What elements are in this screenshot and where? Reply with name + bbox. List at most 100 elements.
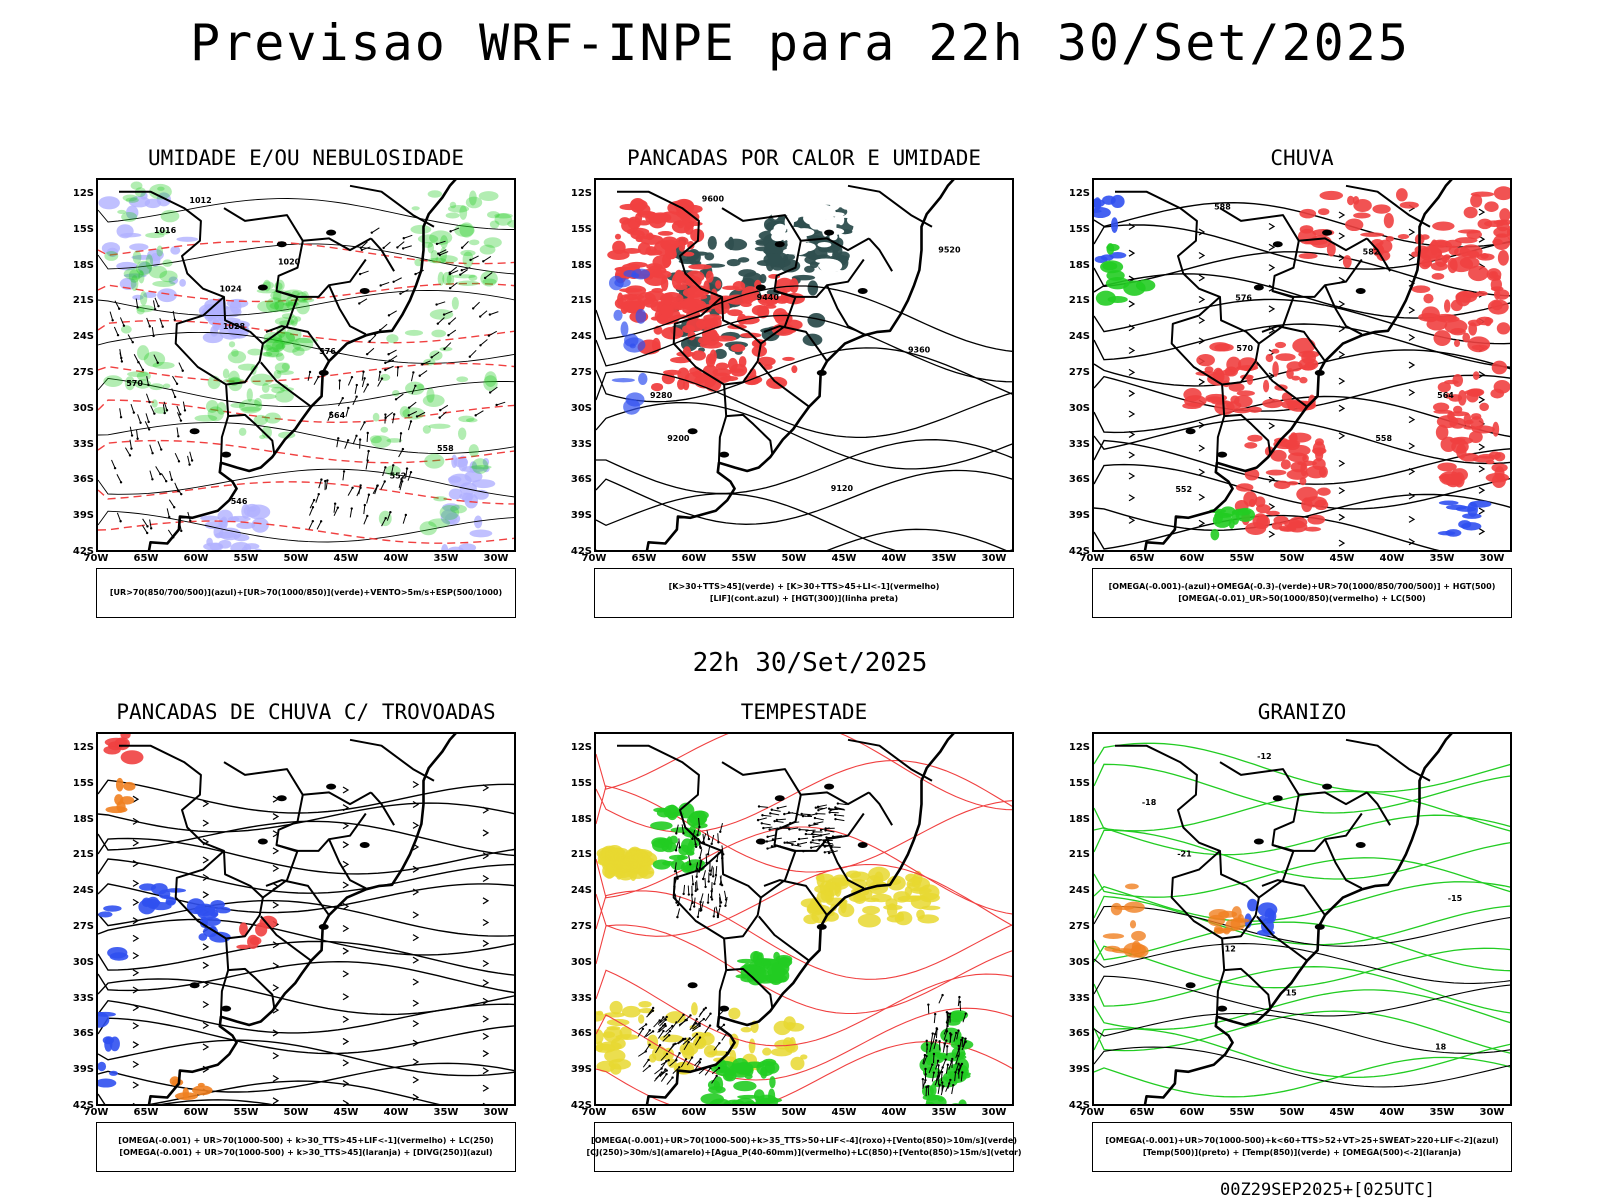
thunder-red xyxy=(103,734,278,950)
latitude-label: 30S xyxy=(72,956,94,968)
longitude-label: 65W xyxy=(1129,553,1155,564)
forecast-run-tag: 00Z29SEP2025+[025UTC] xyxy=(1220,1180,1435,1200)
latitude-label: 15S xyxy=(570,223,592,235)
longitude-label: 40W xyxy=(1379,1107,1405,1118)
contour-label: 552 xyxy=(390,472,407,481)
latitude-label: 21S xyxy=(570,849,592,861)
longitude-label: 60W xyxy=(183,1107,209,1118)
longitude-label: 55W xyxy=(731,553,757,564)
latitude-label: 15S xyxy=(1068,777,1090,789)
contour-label: 564 xyxy=(1437,391,1454,400)
hgt300-contours xyxy=(596,285,1012,550)
latitude-label: 42S xyxy=(1068,546,1090,557)
wind-vectors xyxy=(109,227,506,539)
latitude-label: 18S xyxy=(72,813,94,825)
legend-line: [CJ(250)>30m/s](amarelo)+[Agua_P(40-60mm… xyxy=(586,1148,1022,1157)
latitude-label: 24S xyxy=(1068,331,1090,343)
weather-map xyxy=(596,734,1012,1104)
latitude-label: 30S xyxy=(1068,956,1090,968)
latitude-label: 12S xyxy=(1068,742,1090,753)
latitude-label: 18S xyxy=(570,813,592,825)
longitude-label: 40W xyxy=(1379,553,1405,564)
panel-title: PANCADAS DE CHUVA C/ TROVOADAS xyxy=(116,700,496,724)
legend-line: [OMEGA(-0.001) + UR>70(1000-500) + k>30_… xyxy=(119,1148,493,1157)
contour-label: 9600 xyxy=(702,194,725,203)
contour-label: 12 xyxy=(1225,944,1236,953)
longitude-label: 55W xyxy=(731,1107,757,1118)
latitude-label: 36S xyxy=(72,474,94,486)
latitude-label: 36S xyxy=(1068,1028,1090,1040)
latitude-label: 24S xyxy=(72,885,94,897)
latitude-label: 36S xyxy=(72,1028,94,1040)
latitude-label: 33S xyxy=(570,438,592,450)
longitude-label: 65W xyxy=(1129,1107,1155,1118)
latitude-label: 21S xyxy=(570,295,592,307)
latitude-label: 30S xyxy=(570,402,592,414)
longitude-label: 60W xyxy=(183,553,209,564)
longitude-label: 35W xyxy=(433,1107,459,1118)
longitude-label: 70W xyxy=(83,553,109,564)
longitude-label: 35W xyxy=(931,1107,957,1118)
latitude-label: 33S xyxy=(72,438,94,450)
panel-legend: [UR>70(850/700/500)](azul)+[UR>70(1000/8… xyxy=(96,568,516,618)
longitude-label: 35W xyxy=(1429,1107,1455,1118)
legend-line: [OMEGA(-0.001)+UR>70(1000-500)+k<60+TTS>… xyxy=(1105,1136,1499,1145)
longitude-label: 45W xyxy=(1329,1107,1355,1118)
latitude-label: 33S xyxy=(1068,438,1090,450)
longitude-label: 60W xyxy=(681,1107,707,1118)
longitude-label: 50W xyxy=(1279,553,1305,564)
latitude-label: 36S xyxy=(570,1028,592,1040)
longitude-label: 70W xyxy=(1079,553,1105,564)
latitude-label: 33S xyxy=(72,992,94,1004)
contour-label: 9360 xyxy=(908,345,931,354)
latitude-label: 12S xyxy=(570,742,592,753)
contour-label: -12 xyxy=(1257,752,1271,761)
contour-label: 582 xyxy=(1363,247,1380,256)
map-frame xyxy=(594,732,1014,1106)
contour-label: 9440 xyxy=(757,293,780,302)
latitude-label: 39S xyxy=(1068,1064,1090,1076)
omega-orange xyxy=(1102,883,1250,958)
contour-label: 9280 xyxy=(650,391,673,400)
temp500-contours xyxy=(1094,905,1510,1088)
latitude-label: 39S xyxy=(570,510,592,522)
panel-legend: [K>30+TTS>45](verde) + [K>30+TTS>45+LI<-… xyxy=(594,568,1014,618)
latitude-label: 12S xyxy=(72,188,94,199)
legend-line: [OMEGA(-0.001) + UR>70(1000-500) + k>30_… xyxy=(118,1136,494,1145)
contour-label: 9200 xyxy=(667,434,690,443)
thunder-orange xyxy=(105,777,213,1101)
contour-label: 546 xyxy=(231,497,248,506)
legend-line: [Temp(500)](preto) + [Temp(850)](verde) … xyxy=(1142,1148,1462,1157)
contour-label: 15 xyxy=(1286,989,1298,998)
latitude-label: 30S xyxy=(72,402,94,414)
latitude-label: 21S xyxy=(1068,295,1090,307)
latitude-label: 24S xyxy=(72,331,94,343)
longitude-label: 40W xyxy=(383,553,409,564)
panel-title: UMIDADE E/OU NEBULOSIDADE xyxy=(147,146,465,170)
latitude-label: 18S xyxy=(1068,813,1090,825)
legend-line: [LIF](cont.azul) + [HGT(300)](linha pret… xyxy=(709,594,899,603)
thickness-contours xyxy=(98,240,514,544)
divergence-blue xyxy=(98,883,231,1088)
latitude-label: 30S xyxy=(570,956,592,968)
main-title: Previsao WRF-INPE para 22h 30/Set/2025 xyxy=(190,14,1410,72)
latitude-label: 18S xyxy=(72,259,94,271)
longitude-label: 70W xyxy=(581,1107,607,1118)
longitude-label: 40W xyxy=(881,1107,907,1118)
longitude-label: 50W xyxy=(781,553,807,564)
latitude-label: 39S xyxy=(570,1064,592,1076)
longitude-label: 30W xyxy=(981,553,1007,564)
latitude-label: 36S xyxy=(1068,474,1090,486)
lif-contours xyxy=(608,268,651,415)
latitude-label: 39S xyxy=(72,1064,94,1076)
hail-blue xyxy=(1244,898,1278,936)
latitude-label: 21S xyxy=(72,849,94,861)
panel-title: GRANIZO xyxy=(1257,700,1347,724)
longitude-label: 50W xyxy=(283,1107,309,1118)
longitude-label: 30W xyxy=(1479,1107,1505,1118)
latitude-label: 15S xyxy=(570,777,592,789)
latitude-label: 33S xyxy=(570,992,592,1004)
latitude-label: 27S xyxy=(570,366,592,378)
longitude-label: 35W xyxy=(433,553,459,564)
longitude-label: 70W xyxy=(1079,1107,1105,1118)
